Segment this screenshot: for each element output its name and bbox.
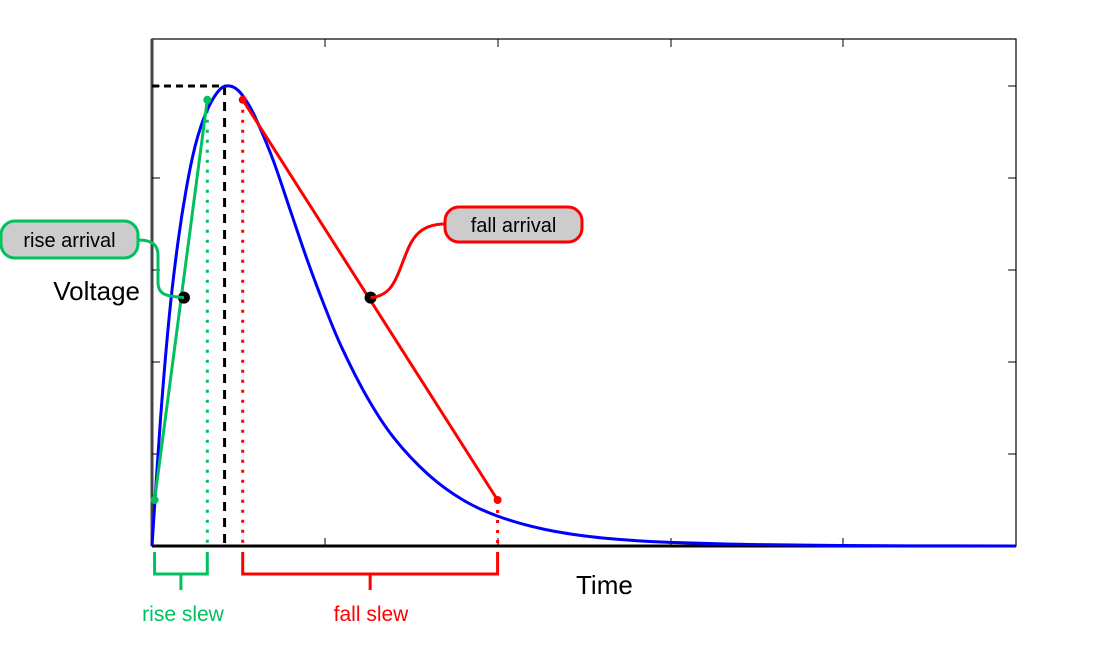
plot-frame [151,38,1017,547]
x-axis-label: Time [576,570,633,600]
y-axis-label: Voltage [53,276,140,306]
axis-ticks [152,39,1016,546]
rise-start-point [150,496,159,504]
fall-slew-bracket [241,552,500,590]
fall-end-point [493,496,502,504]
rise-end-point [203,95,212,104]
rise-slew-label: rise slew [142,603,225,626]
fall-slew-label: fall slew [334,603,410,626]
rise-slew-bracket [153,552,209,590]
slew-marks [150,95,502,504]
fall-start-point [238,95,247,104]
fall-arrival-label: fall arrival [471,215,557,237]
fall-arrival-callout: fall arrival [443,205,584,244]
voltage-waveform [150,84,1017,548]
rise-arrival-label: rise arrival [23,230,115,252]
fall-arrival-leader [370,222,446,300]
rise-arrival-callout: rise arrival [0,219,140,260]
rise-arrival-leader [137,238,185,300]
guide-lines [152,84,500,546]
